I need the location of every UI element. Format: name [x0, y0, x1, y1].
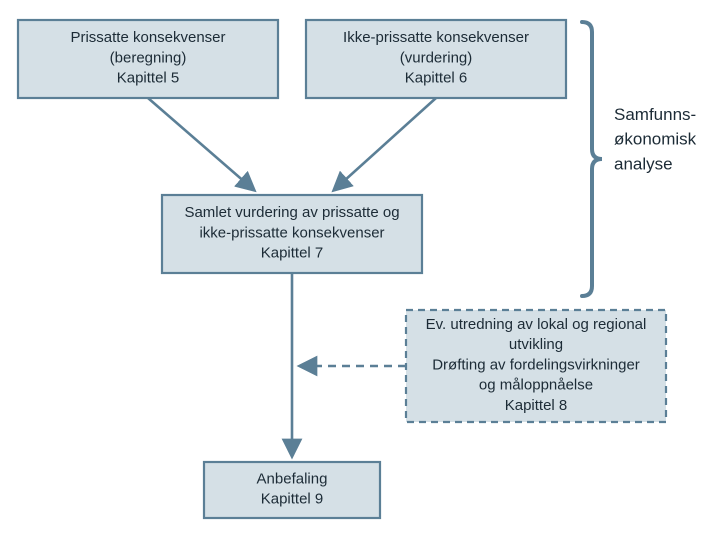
node-top_right-line-1: (vurdering) [400, 49, 473, 66]
node-top_left-line-2: Kapittel 5 [117, 70, 180, 87]
node-middle: Samlet vurdering av prissatte og ikke-pri… [162, 195, 422, 273]
edge-0 [148, 98, 254, 190]
brace-icon [582, 22, 602, 296]
node-top_right-line-0: Ikke-prissatte konsekvenser [343, 29, 529, 46]
node-bottom-line-1: Kapittel 9 [261, 491, 324, 508]
edge-1 [334, 98, 436, 190]
node-dashed-line-3: og måloppnåelse [479, 377, 593, 394]
node-middle-line-1: ikke-prissatte konsekvenser [199, 224, 384, 241]
node-top_left: Prissatte konsekvenser (beregning) Kapitte… [18, 20, 278, 98]
side-label-line-0: Samfunns- [614, 105, 696, 124]
node-middle-line-0: Samlet vurdering av prissatte og [184, 204, 399, 221]
node-middle-line-2: Kapittel 7 [261, 245, 324, 262]
node-dashed: Ev. utredning av lokal og regional utvikl… [406, 310, 666, 422]
node-bottom-line-0: Anbefaling [257, 470, 328, 487]
node-dashed-line-2: Drøfting av fordelingsvirkninger [432, 356, 640, 373]
node-dashed-line-4: Kapittel 8 [505, 397, 568, 414]
node-bottom: Anbefaling Kapittel 9 [204, 462, 380, 518]
node-top_left-line-0: Prissatte konsekvenser [70, 29, 225, 46]
side-label-line-2: analyse [614, 154, 673, 173]
flowchart-canvas: Prissatte konsekvenser (beregning) Kapitte… [0, 0, 725, 550]
side-label-line-1: økonomisk [614, 130, 697, 149]
node-dashed-line-0: Ev. utredning av lokal og regional [426, 316, 647, 333]
node-top_right: Ikke-prissatte konsekvenser (vurdering) Ka… [306, 20, 566, 98]
node-dashed-line-1: utvikling [509, 336, 563, 353]
node-top_left-line-1: (beregning) [110, 49, 187, 66]
node-top_right-line-2: Kapittel 6 [405, 70, 468, 87]
